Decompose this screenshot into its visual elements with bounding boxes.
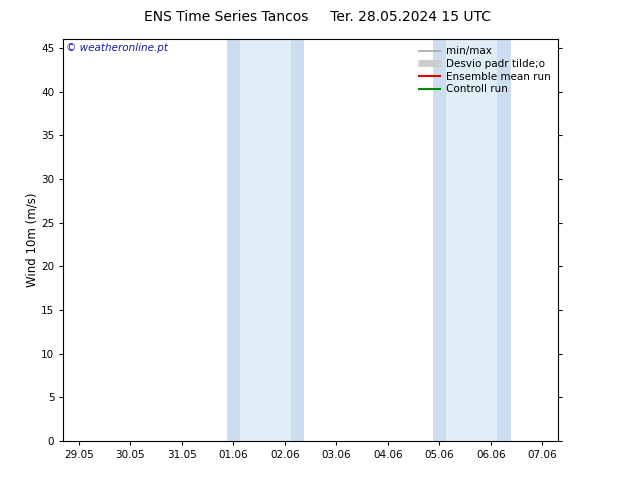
Bar [446, 39, 497, 441]
Bar [433, 39, 446, 441]
Text: ENS Time Series Tancos     Ter. 28.05.2024 15 UTC: ENS Time Series Tancos Ter. 28.05.2024 1… [143, 10, 491, 24]
Legend: min/max, Desvio padr tilde;o, Ensemble mean run, Controll run: min/max, Desvio padr tilde;o, Ensemble m… [416, 45, 553, 97]
Text: © weatheronline.pt: © weatheronline.pt [66, 43, 168, 53]
Bar [240, 39, 291, 441]
Bar [227, 39, 240, 441]
Bar [291, 39, 304, 441]
Y-axis label: Wind 10m (m/s): Wind 10m (m/s) [25, 193, 38, 287]
Bar [497, 39, 510, 441]
